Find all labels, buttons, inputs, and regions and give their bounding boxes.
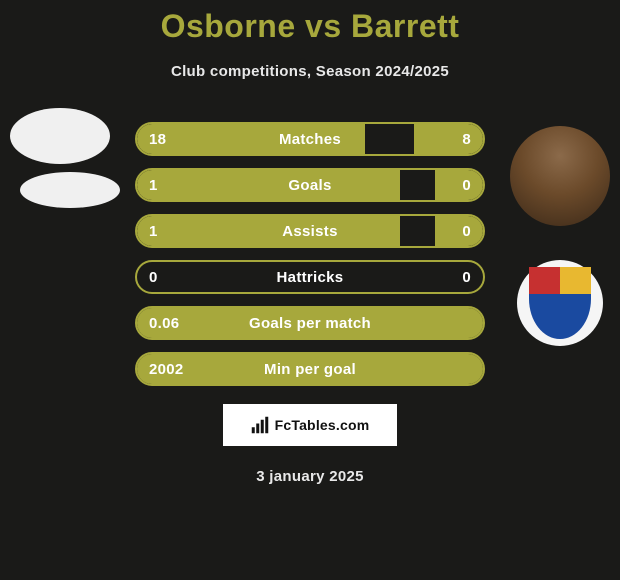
stats-area: 18 Matches 8 1 Goals 0 1 Assists 0 0 Hattricks 0 0.0… xyxy=(0,122,620,386)
stat-bar-left xyxy=(137,170,400,200)
stat-value-right: 0 xyxy=(462,269,471,286)
brand-text: FcTables.com xyxy=(275,417,370,433)
stat-row: 2002 Min per goal xyxy=(135,352,485,386)
stat-value-left: 2002 xyxy=(149,361,184,378)
stat-value-left: 18 xyxy=(149,131,166,148)
stat-value-left: 1 xyxy=(149,223,158,240)
stat-row: 0.06 Goals per match xyxy=(135,306,485,340)
stat-label: Matches xyxy=(279,131,341,148)
stat-value-left: 0 xyxy=(149,269,158,286)
stat-bar-right xyxy=(435,216,483,246)
footer-date: 3 january 2025 xyxy=(256,468,364,485)
stat-label: Goals per match xyxy=(249,315,371,332)
stat-label: Goals xyxy=(288,177,331,194)
stat-value-right: 8 xyxy=(462,131,471,148)
stat-label: Assists xyxy=(282,223,337,240)
brand-icon xyxy=(251,416,269,434)
stat-row: 0 Hattricks 0 xyxy=(135,260,485,294)
page-title: Osborne vs Barrett xyxy=(161,8,460,45)
stat-row: 1 Goals 0 xyxy=(135,168,485,202)
brand-box: FcTables.com xyxy=(223,404,397,446)
stat-bar-left xyxy=(137,216,400,246)
stat-row: 18 Matches 8 xyxy=(135,122,485,156)
stat-value-right: 0 xyxy=(462,177,471,194)
stat-value-right: 0 xyxy=(462,223,471,240)
subtitle: Club competitions, Season 2024/2025 xyxy=(171,63,449,80)
stat-bar-right xyxy=(414,124,483,154)
stat-value-left: 0.06 xyxy=(149,315,179,332)
stat-bar-right xyxy=(435,170,483,200)
stat-value-left: 1 xyxy=(149,177,158,194)
stat-label: Hattricks xyxy=(277,269,344,286)
stat-label: Min per goal xyxy=(264,361,356,378)
stat-row: 1 Assists 0 xyxy=(135,214,485,248)
